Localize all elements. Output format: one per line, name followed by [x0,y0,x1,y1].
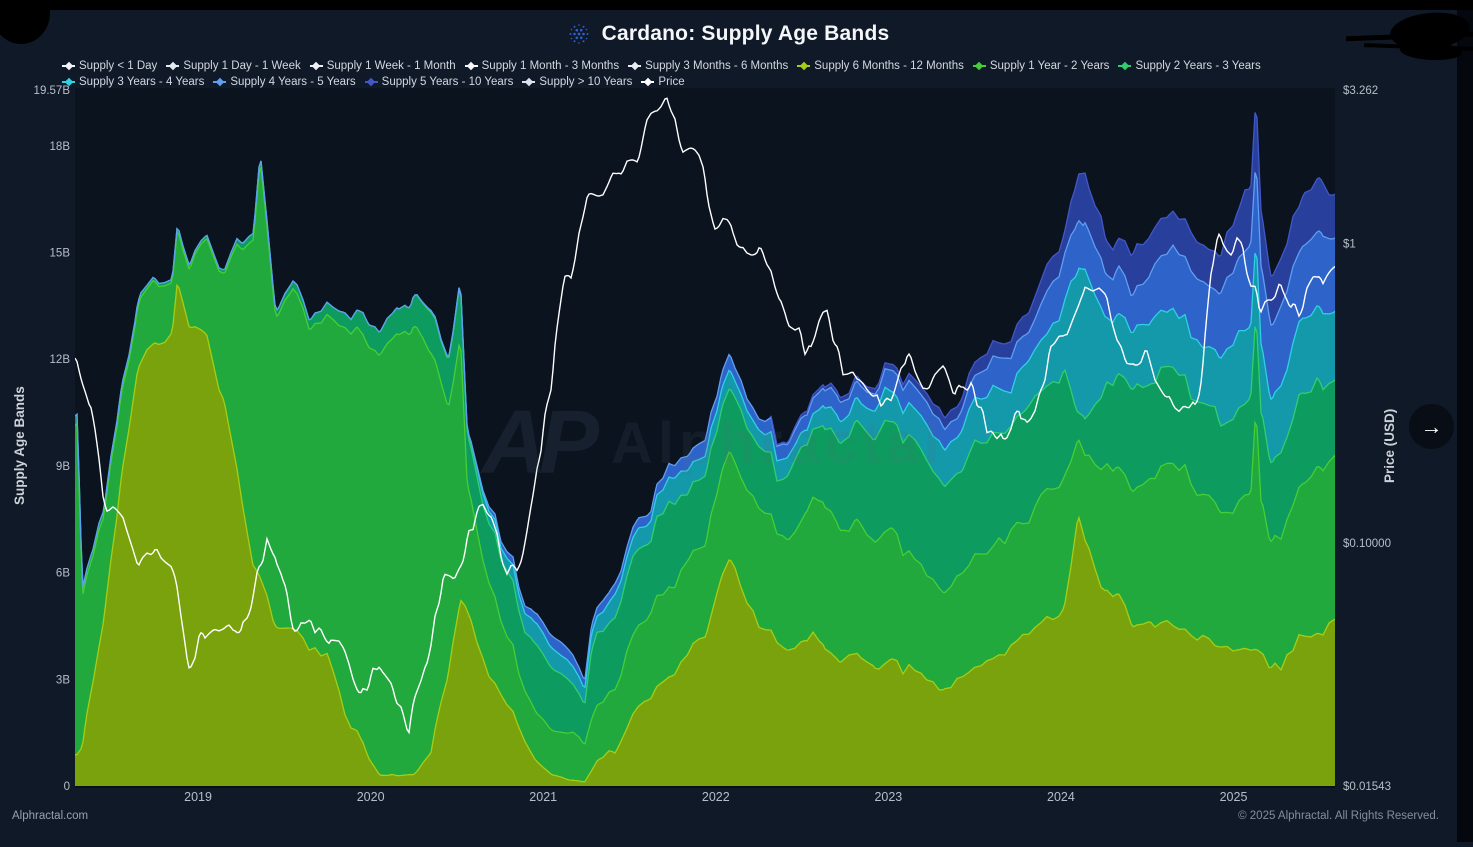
legend-label: Supply < 1 Day [79,60,158,72]
band-edge [75,283,1335,783]
footer-copyright: © 2025 Alphractal. All Rights Reserved. [1238,810,1439,822]
x-axis-tick: 2019 [184,790,212,804]
legend-marker-icon [797,61,811,71]
legend-item[interactable]: Supply 5 Years - 10 Years [364,76,514,88]
legend-label: Supply 1 Week - 1 Month [326,60,456,72]
legend-marker-icon [972,61,986,71]
left-axis-tick: 9B [56,461,70,473]
legend-label: Supply 5 Years - 10 Years [381,76,514,88]
legend-item[interactable]: Supply > 10 Years [522,76,632,88]
right-axis-title: Price (USD) [1382,408,1397,483]
legend-item[interactable]: Supply < 1 Day [62,60,157,72]
left-axis-tick: 12B [50,354,71,366]
legend-item[interactable]: Supply 3 Months - 6 Months [628,60,788,72]
legend-marker-icon [522,77,536,87]
band-edge [428,252,1335,689]
legend-label: Supply 3 Months - 6 Months [645,60,789,72]
legend-item[interactable]: Price [641,76,685,88]
x-axis-tick: 2020 [357,790,385,804]
legend: Supply < 1 Day Supply 1 Day - 1 Week Suppl… [62,60,1437,92]
legend-marker-icon [62,61,75,71]
legend-marker-icon [166,61,180,71]
legend-label: Supply 1 Day - 1 Week [183,60,301,72]
area-band [75,167,1335,782]
legend-item[interactable]: Supply 3 Years - 4 Years [62,76,204,88]
legend-item[interactable]: Supply 2 Years - 3 Years [1118,60,1261,72]
legend-marker-icon [309,61,323,71]
legend-label: Supply 4 Years - 5 Years [230,76,356,88]
area-band [75,285,1335,786]
legend-label: Supply > 10 Years [539,76,633,88]
right-axis-tick: $0.01543 [1343,781,1391,793]
left-axis-tick: 19.57B [34,85,71,97]
next-arrow-button[interactable]: → [1409,404,1454,449]
legend-marker-icon [1118,61,1132,71]
legend-label: Supply 2 Years - 3 Years [1135,60,1261,72]
page-title: Cardano: Supply Age Bands [601,22,890,45]
left-axis-tick: 15B [50,248,71,260]
x-axis-tick: 2025 [1220,790,1248,804]
left-axis-tick: 0 [64,781,70,793]
legend-label: Supply 3 Years - 4 Years [79,76,205,88]
left-axis-tick: 18B [50,141,71,153]
window-top-strip [0,0,1473,10]
left-axis-title: Supply Age Bands [12,386,27,505]
arrow-right-icon: → [1420,413,1443,439]
legend-item[interactable]: Supply 4 Years - 5 Years [213,76,356,88]
legend-marker-icon [213,77,227,87]
legend-marker-icon [464,61,478,71]
legend-item[interactable]: Supply 6 Months - 12 Months [797,60,964,72]
x-axis-tick: 2024 [1047,790,1075,804]
right-axis-tick: $1 [1343,239,1356,251]
legend-marker-icon [628,61,642,71]
x-axis-tick: 2022 [702,790,730,804]
legend-row: Supply < 1 Day Supply 1 Day - 1 Week Suppl… [62,60,1437,72]
legend-row: Supply 3 Years - 4 Years Supply 4 Years -… [62,76,1437,88]
legend-marker-icon [364,77,378,87]
chart-header: Cardano: Supply Age Bands [0,22,1455,46]
legend-item[interactable]: Supply 1 Week - 1 Month [309,60,456,72]
legend-marker-icon [62,77,75,87]
footer-site-link[interactable]: Alphractal.com [12,810,89,822]
band-edge [75,160,1335,680]
window-right-strip [1457,0,1473,842]
right-axis-tick: $0.10000 [1343,538,1391,550]
right-axis-tick: $3.262 [1343,85,1378,97]
legend-label: Supply 1 Year - 2 Years [989,60,1110,72]
price-line [75,97,1335,735]
legend-item[interactable]: Supply 1 Year - 2 Years [972,60,1110,72]
legend-item[interactable]: Supply 1 Month - 3 Months [464,60,620,72]
x-axis-tick: 2021 [529,790,557,804]
legend-item[interactable]: Supply 1 Day - 1 Week [166,60,301,72]
band-edge [75,167,1335,745]
x-axis-tick: 2023 [874,790,902,804]
legend-label: Supply 1 Month - 3 Months [481,60,620,72]
band-edge [770,112,1335,446]
left-axis-tick: 3B [56,674,70,686]
cardano-logo-icon [569,24,589,44]
legend-label: Supply 6 Months - 12 Months [814,60,964,72]
legend-marker-icon [641,77,655,87]
legend-label: Price [658,76,685,88]
left-axis-tick: 6B [56,568,70,580]
